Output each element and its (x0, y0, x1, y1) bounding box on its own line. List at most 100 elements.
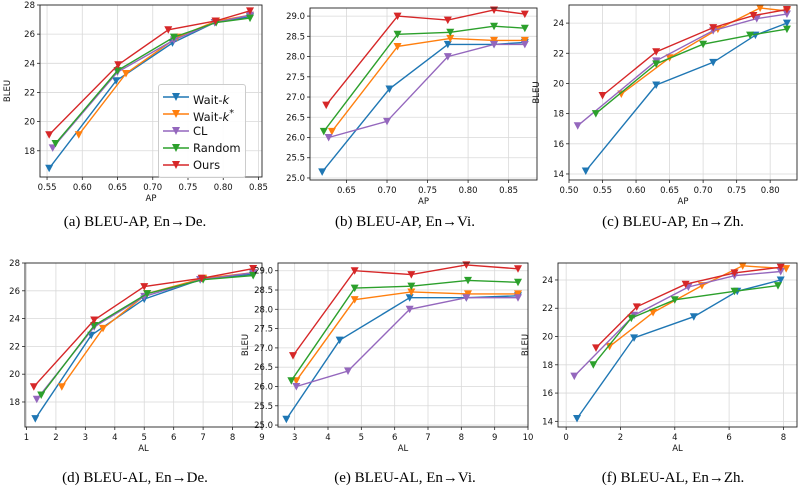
y-tick-label: 20 (24, 118, 35, 128)
data-point-wait-k (318, 168, 327, 176)
data-point-ours (164, 26, 173, 34)
y-axis-label: BLEU (3, 80, 13, 102)
data-point-wait-k-star (520, 36, 529, 45)
data-point-wait-k-star (649, 308, 658, 317)
data-point-wait-k (689, 313, 698, 321)
data-point-wait-k (573, 415, 582, 423)
data-point-cl (776, 267, 785, 276)
data-point-cl (443, 53, 452, 61)
data-point-ours (730, 269, 739, 277)
x-tick-label: 0.50 (560, 186, 579, 196)
data-point-ours (289, 352, 297, 360)
x-tick-label: 4 (672, 433, 677, 443)
chart-panel-e: 3 4 5 6 7 8 9 10 25.0 25.5 26.0 26.5 27.0 27.5 28.0 28.… (241, 255, 540, 455)
data-point-cl (405, 305, 414, 314)
data-point-wait-k (782, 19, 791, 28)
data-point-cl (573, 122, 582, 130)
plot-frame (24, 262, 263, 428)
x-tick-label: 4 (112, 433, 117, 443)
data-point-random (246, 14, 255, 23)
x-tick-label: 9 (492, 433, 497, 443)
data-point-wait-k-star (327, 127, 336, 136)
x-tick-label: 6 (392, 433, 397, 443)
data-point-wait-k-star (407, 288, 416, 296)
legend-label-cl: CL (193, 124, 208, 138)
y-tick-label: 26 (9, 287, 20, 297)
data-point-random (627, 314, 636, 323)
x-tick-label: 7 (425, 433, 430, 443)
y-axis-label: BLEU (521, 334, 531, 356)
data-point-ours (249, 265, 258, 273)
data-point-wait-k-star (74, 131, 83, 139)
data-point-random (143, 290, 152, 298)
x-tick-label: 0.55 (38, 183, 57, 193)
legend-swatch-cl (163, 127, 189, 135)
plot-frame (309, 7, 538, 181)
y-tick-label: 29.0 (254, 267, 273, 277)
data-point-ours (90, 316, 99, 324)
caption-d: (d) BLEU-AL, En→De. (62, 470, 208, 486)
x-tick-label: 9 (259, 433, 264, 443)
x-tick-label: 0.75 (179, 183, 198, 193)
x-tick-label: 0.75 (418, 186, 437, 196)
data-point-cl (520, 40, 529, 49)
data-point-random (287, 377, 296, 385)
y-tick-label: 28 (24, 1, 35, 11)
legend-swatch-ours (163, 161, 189, 169)
x-tick-label: 3 (83, 433, 88, 443)
caption-f: (f) BLEU-AL, En→Zh. (601, 470, 745, 486)
plot-frame (39, 4, 263, 178)
x-tick-label: 0 (563, 433, 568, 443)
legend-label-wait-k: Wait-k (193, 92, 230, 107)
series-line-wait-k-star (620, 7, 787, 95)
legend-label-ours: Ours (193, 158, 221, 172)
data-point-wait-k (335, 336, 344, 345)
data-point-ours (592, 344, 601, 352)
x-tick-label: 5 (142, 433, 147, 443)
x-tick-label: 8 (230, 433, 235, 443)
x-tick-label: 1 (24, 433, 29, 443)
legend-item-cl: CL (163, 123, 243, 139)
x-tick-label: 7 (200, 433, 205, 443)
data-point-ours (598, 92, 607, 100)
data-point-random (51, 139, 60, 148)
y-tick-label: 28.5 (254, 286, 273, 296)
data-point-random (249, 272, 258, 280)
data-point-cl (292, 382, 301, 391)
data-point-wait-k-star (99, 324, 108, 333)
caption-a: (a) BLEU-AP, En→De. (63, 214, 207, 230)
x-tick-label: 6 (171, 433, 176, 443)
x-tick-label: 0.60 (73, 183, 92, 193)
y-tick-label: 18 (542, 361, 553, 371)
x-axis-label: AP (418, 197, 429, 207)
chart-legend: Wait-k Wait-k* CL Random Ours (158, 84, 246, 178)
y-tick-label: 24 (553, 19, 564, 29)
data-point-random (652, 60, 661, 68)
y-tick-label: 25.5 (254, 402, 273, 412)
data-point-random (699, 40, 708, 49)
caption-b: (b) BLEU-AP, En→Vi. (335, 214, 475, 230)
y-tick-label: 22 (24, 88, 35, 98)
data-point-random (350, 284, 359, 293)
data-point-random (37, 391, 46, 400)
x-tick-label: 10 (523, 433, 534, 443)
data-point-random (90, 322, 99, 330)
y-tick-label: 18 (553, 110, 564, 120)
data-point-ours (246, 7, 255, 15)
data-point-random (319, 127, 328, 136)
data-point-ours (114, 61, 123, 69)
series-line-cl (328, 43, 525, 139)
x-tick-label: 0.65 (660, 186, 679, 196)
y-tick-label: 26.5 (286, 113, 305, 123)
data-point-random (782, 25, 791, 34)
legend-swatch-wait-k-star (163, 110, 189, 118)
data-point-wait-k (443, 40, 452, 49)
data-point-cl (462, 294, 471, 302)
data-point-ours (140, 283, 149, 291)
data-point-cl (32, 395, 41, 404)
data-point-ours (782, 6, 791, 14)
y-tick-label: 22 (553, 49, 564, 59)
y-tick-label: 27.0 (254, 344, 273, 354)
legend-label-wait-k-star: Wait-k* (193, 108, 235, 124)
data-point-wait-k-star (738, 262, 747, 270)
